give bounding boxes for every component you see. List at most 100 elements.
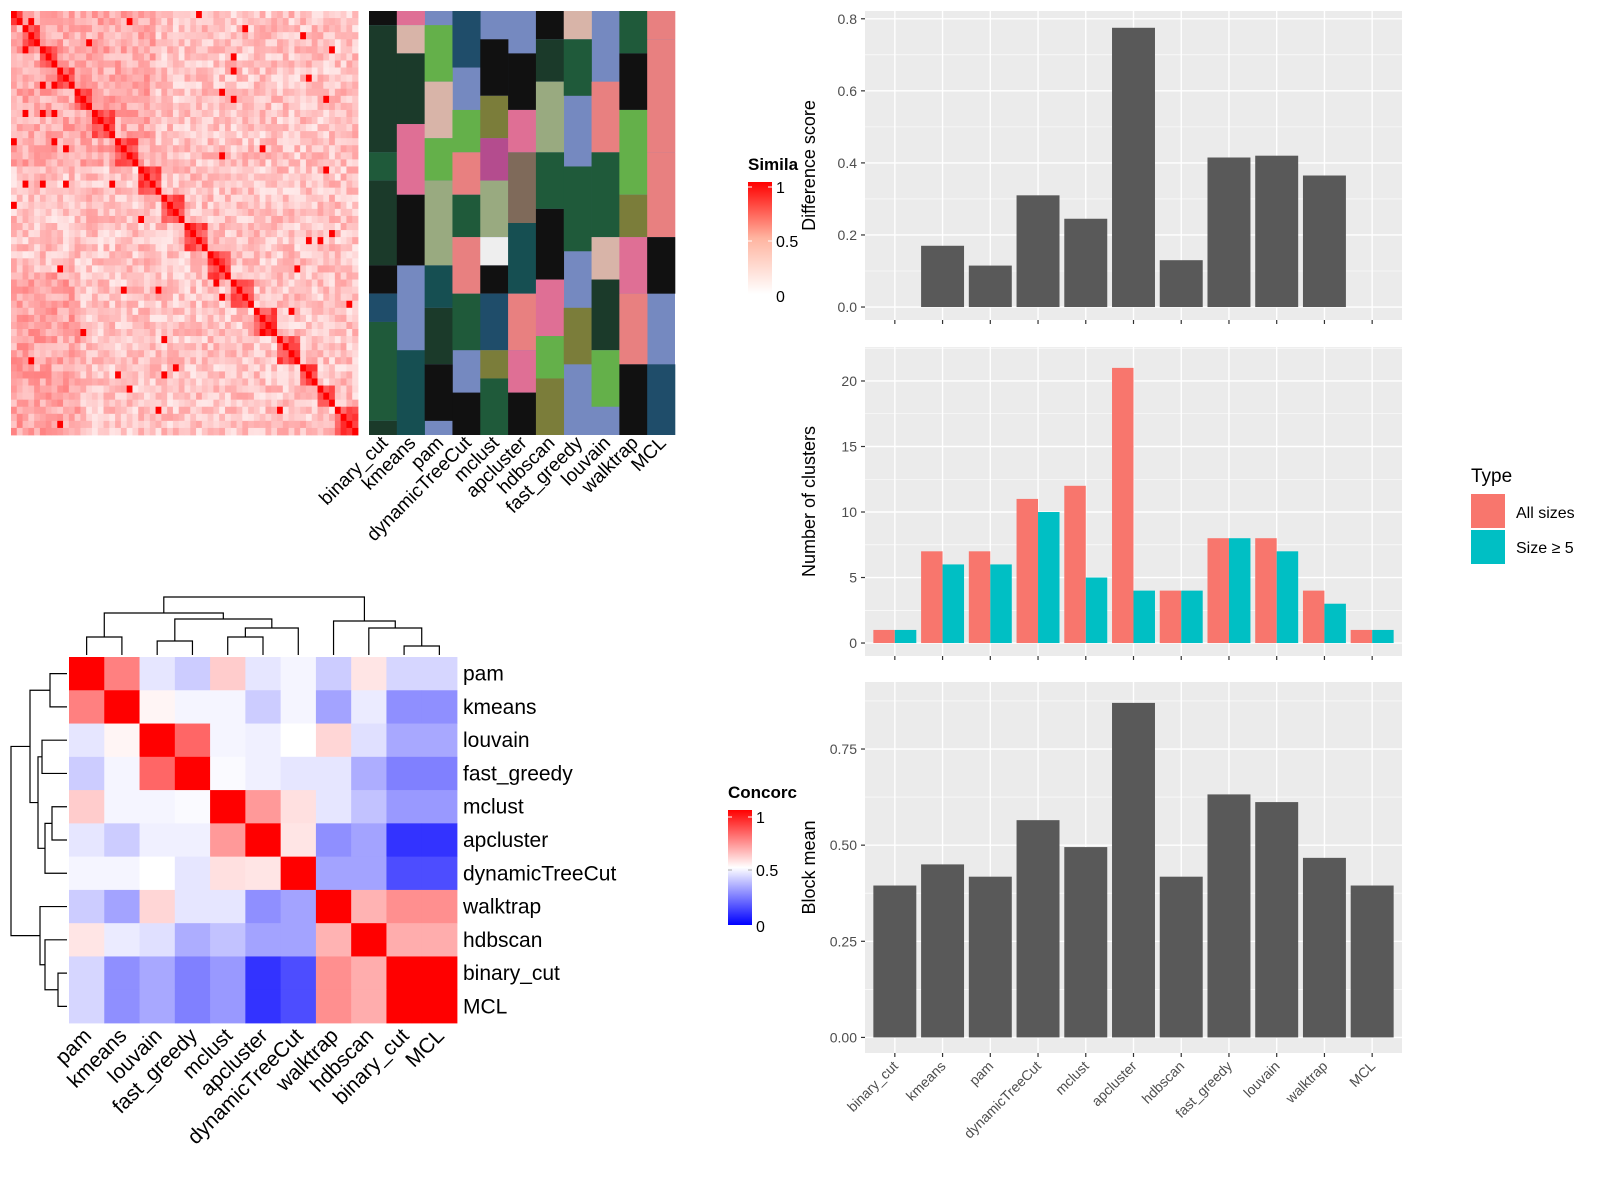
similarity-cell [190,194,197,203]
similarity-cell [80,208,87,217]
similarity-cell [219,117,226,125]
similarity-cell [45,272,52,280]
similarity-cell [340,117,347,125]
similarity-cell [138,336,145,344]
similarity-cell [34,25,41,33]
similarity-cell [224,109,232,118]
similarity-cell [63,173,70,181]
similarity-cell [11,95,18,104]
similarity-cell [288,81,295,90]
similarity-cell [190,124,197,132]
similarity-cell [224,251,232,259]
similarity-cell [155,272,162,280]
similarity-cell [265,180,272,189]
similarity-cell [103,102,110,111]
similarity-cell [352,173,359,181]
similarity-cell [91,321,99,330]
similarity-cell [167,230,174,238]
x-tick-label: apcluster [1088,1058,1140,1110]
similarity-cell [178,314,185,323]
similarity-cell [80,378,87,386]
similarity-cell [230,307,237,316]
similarity-cell [22,293,29,302]
similarity-cell [149,39,156,47]
similarity-cell [109,32,116,40]
similarity-cell [305,18,313,26]
similarity-cell [248,67,255,75]
similarity-cell [161,307,168,316]
similarity-cell [103,152,110,160]
similarity-cell [91,60,99,68]
similarity-cell [57,39,64,47]
similarity-cell [51,53,58,61]
similarity-cell [196,420,203,429]
similarity-cell [311,385,318,393]
similarity-cell [253,145,261,153]
similarity-cell [317,159,324,167]
cluster-assignment-cell [508,350,537,393]
similarity-cell [57,138,64,146]
similarity-cell [109,201,116,210]
similarity-cell [196,237,203,245]
similarity-cell [155,81,162,90]
similarity-cell [265,208,272,217]
similarity-cell [132,251,139,259]
cluster-assignment-cell [647,152,676,238]
similarity-cell [242,427,249,436]
similarity-cell [305,343,313,351]
similarity-cell [63,46,70,54]
similarity-cell [329,194,336,203]
concordance-cell [315,790,352,824]
similarity-cell [144,25,151,33]
similarity-cell [219,109,226,118]
similarity-cell [334,187,342,196]
similarity-cell [57,173,64,181]
similarity-cell [167,357,174,365]
similarity-cell [63,343,70,351]
similarity-cell [219,131,226,139]
similarity-cell [305,279,313,287]
similarity-cell [259,201,266,210]
cluster-assignment-cell [647,364,676,435]
similarity-cell [207,25,214,33]
legend-swatch-size-ge5 [1471,530,1505,564]
similarity-cell [311,173,318,181]
similarity-cell [207,138,214,146]
similarity-cell [207,321,214,330]
similarity-legend-tick-1: 1 [776,180,785,197]
similarity-cell [149,109,156,118]
similarity-cell [271,420,278,429]
similarity-cell [45,413,52,422]
similarity-cell [219,88,226,97]
similarity-cell [213,152,220,160]
cluster-assignment-cell [424,25,453,82]
similarity-cell [34,152,41,160]
similarity-cell [39,187,47,196]
similarity-cell [172,131,180,139]
concordance-cell [280,790,317,824]
similarity-cell [28,364,35,372]
similarity-cell [39,286,47,295]
similarity-cell [91,67,99,75]
similarity-cell [311,378,318,386]
similarity-cell [57,46,64,54]
similarity-cell [190,244,197,252]
similarity-cell [346,194,353,203]
similarity-cell [236,39,243,47]
similarity-cell [45,124,52,132]
similarity-cell [28,53,35,61]
similarity-cell [311,60,318,68]
similarity-cell [305,152,313,160]
similarity-cell [28,95,35,104]
similarity-cell [288,201,295,210]
similarity-cell [334,11,342,19]
similarity-cell [45,279,52,287]
similarity-cell [329,286,336,295]
similarity-cell [190,74,197,83]
concordance-cell [315,823,352,858]
similarity-cell [230,371,237,379]
similarity-cell [97,371,104,379]
similarity-cell [167,53,174,61]
similarity-cell [207,67,214,75]
similarity-cell [277,67,284,75]
